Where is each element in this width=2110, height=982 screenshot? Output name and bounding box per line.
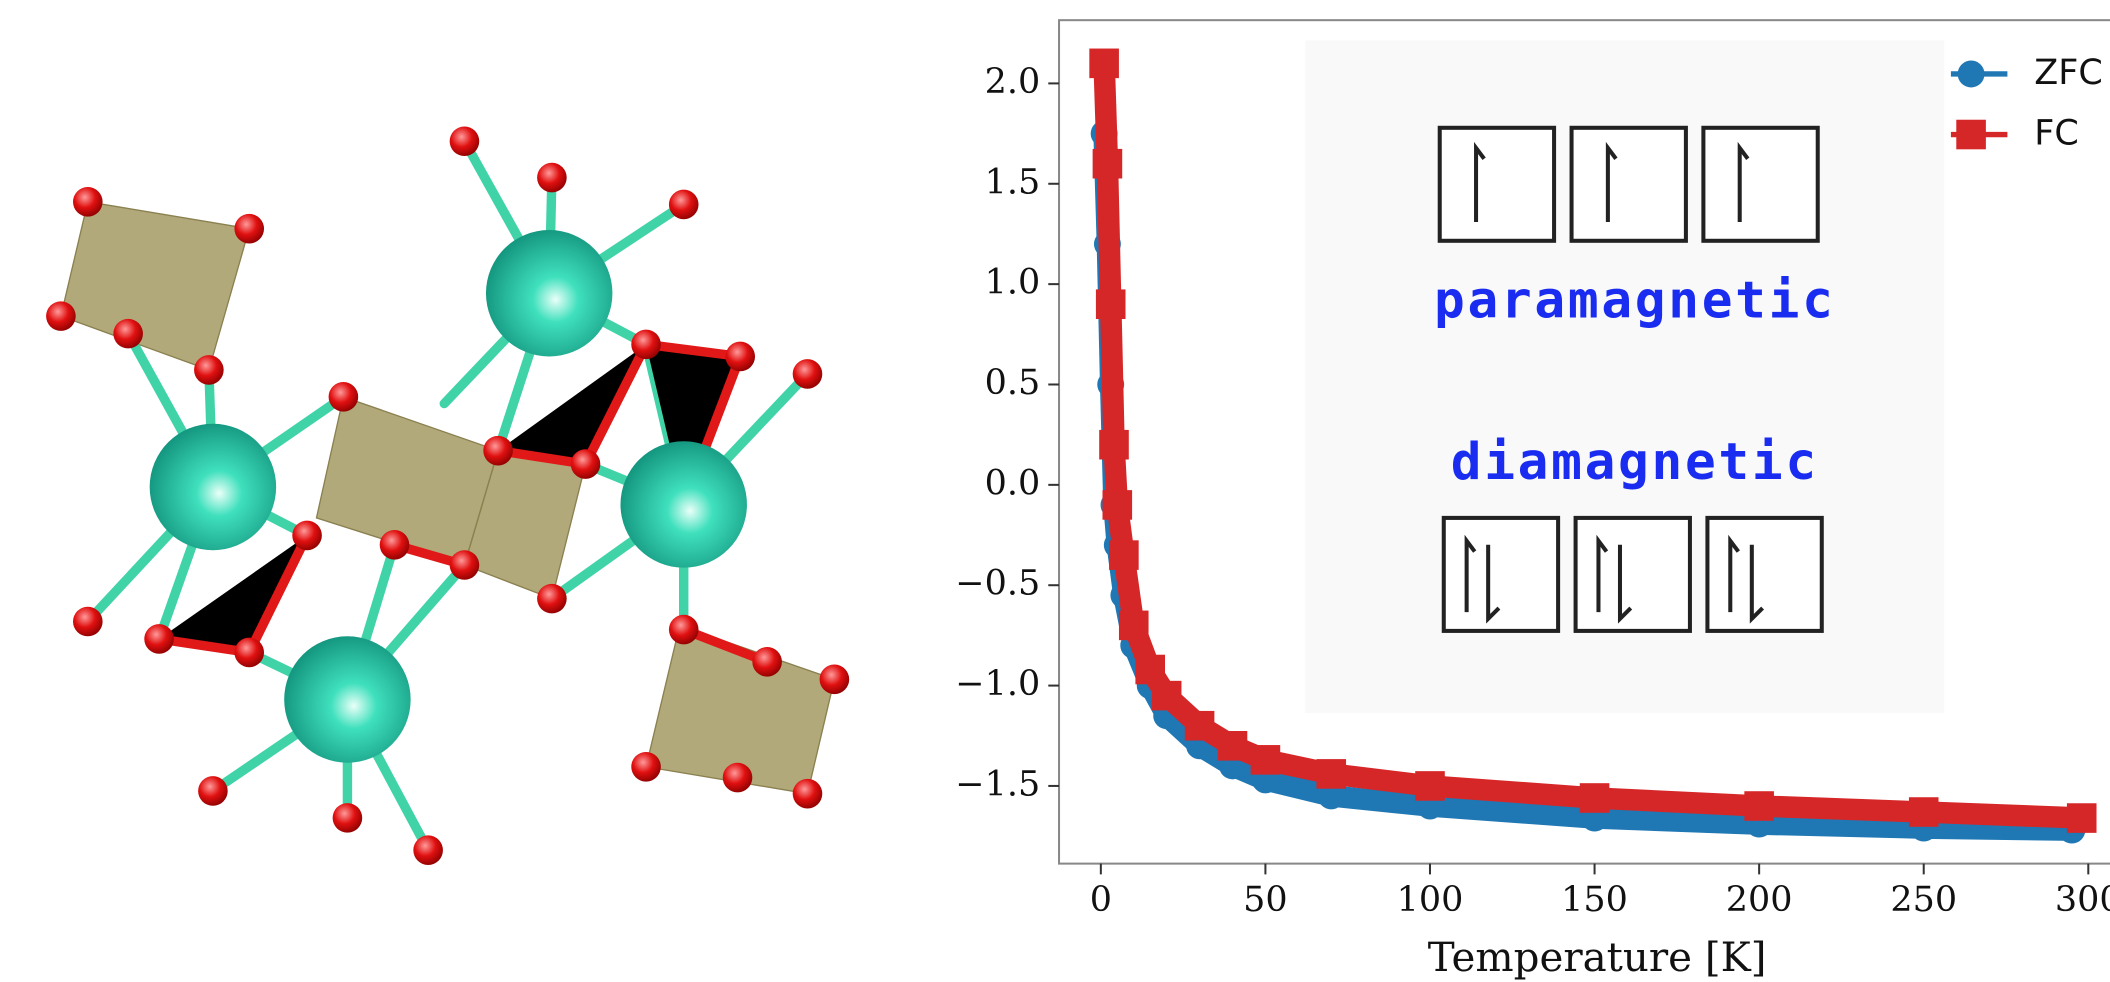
data-point [1135,655,1165,685]
legend-marker [1956,120,1986,150]
x-tick-label: 100 [1397,880,1464,920]
legend-label: FC [2034,114,2079,154]
annotation: paramagnetic [1434,271,1836,330]
annotation: diamagnetic [1451,433,1819,492]
x-tick-label: 150 [1561,880,1628,920]
data-point [1109,540,1139,570]
data-point [1744,791,1774,821]
data-point [1580,783,1610,813]
page: paramagnetic diamagnetic Temperature [K]… [0,0,2110,982]
data-point [1251,745,1281,775]
data-point [1119,611,1149,641]
legend-marker [1958,61,1985,88]
data-point [1096,289,1126,319]
x-tick-label: 200 [1726,880,1793,920]
y-tick-label: −1.5 [955,764,1040,804]
x-tick-label: 0 [1090,880,1112,920]
data-point [1093,149,1123,179]
legend-label: ZFC [2034,53,2103,93]
data-point [1218,731,1248,761]
x-tick-label: 250 [1890,880,1957,920]
figure: paramagnetic diamagnetic Temperature [K]… [0,0,2110,982]
y-tick-label: 0.5 [985,363,1041,403]
x-tick-label: 300 [2055,880,2110,920]
data-point [1316,759,1346,789]
data-point [1185,711,1215,741]
y-tick-label: 2.0 [985,62,1041,102]
data-point [1102,490,1132,520]
crystal-structure [46,126,849,865]
y-tick-label: 0.0 [985,463,1041,503]
y-tick-label: 1.0 [985,263,1041,303]
data-point [1152,681,1182,711]
data-point [1415,771,1445,801]
data-point [1909,797,1939,827]
data-point [1099,430,1129,460]
y-tick-label: 1.5 [985,162,1041,202]
x-axis-label: Temperature [K] [1428,934,1767,981]
data-point [1089,49,1119,79]
y-tick-label: −0.5 [955,564,1040,604]
data-point [2067,803,2097,833]
x-tick-label: 50 [1243,880,1288,920]
y-tick-label: −1.0 [955,664,1040,704]
